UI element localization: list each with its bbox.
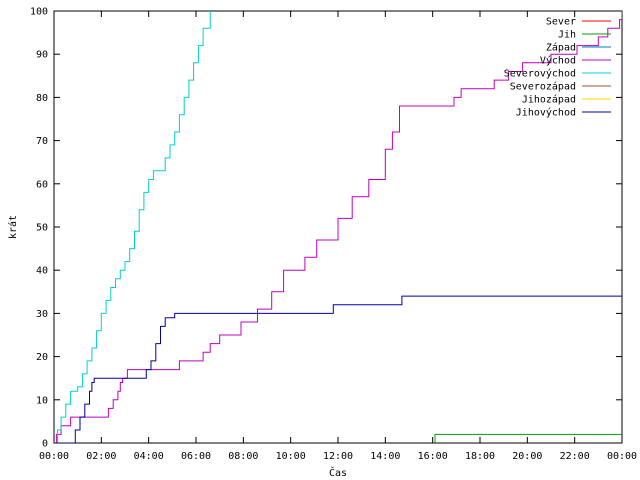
series-lines	[54, 11, 622, 443]
y-tick-label: 50	[36, 223, 48, 234]
x-tick-label: 02:00	[86, 451, 116, 462]
x-tick-label: 12:00	[323, 451, 353, 462]
y-tick-label: 10	[36, 395, 48, 406]
legend-label: Sever	[546, 17, 576, 28]
legend-label: Jihozápad	[522, 94, 576, 106]
y-tick-label: 80	[36, 93, 48, 104]
legend-label: Východ	[540, 55, 576, 67]
y-tick-label: 100	[30, 7, 48, 18]
x-tick-label: 00:00	[39, 451, 69, 462]
legend-label: Jih	[558, 30, 576, 41]
x-tick-label: 00:00	[607, 451, 637, 462]
y-tick-label: 70	[36, 136, 48, 147]
series-line	[54, 295, 622, 443]
y-tick-label: 60	[36, 179, 48, 190]
x-tick-label: 16:00	[418, 451, 448, 462]
y-tick-label: 30	[36, 309, 48, 320]
legend-label: Severovýchod	[504, 68, 576, 80]
legend-label: Západ	[546, 42, 576, 54]
plot-area: 0 10 20 30 40 50 60 70 80 90 100 00:00 02:00 04:00 06…	[30, 7, 637, 463]
y-tick-label: 0	[42, 439, 48, 450]
x-tick-label: 14:00	[370, 451, 400, 462]
legend-label: Jihovýchod	[516, 107, 576, 119]
series-line	[434, 433, 622, 443]
x-tick-label: 08:00	[228, 451, 258, 462]
y-tick-label: 90	[36, 50, 48, 61]
x-tick-label: 20:00	[512, 451, 542, 462]
y-axis: 0 10 20 30 40 50 60 70 80 90 100	[30, 7, 622, 450]
legend-label: Severozápad	[510, 81, 576, 93]
x-tick-label: 10:00	[276, 451, 306, 462]
x-tick-label: 06:00	[181, 451, 211, 462]
x-tick-label: 18:00	[465, 451, 495, 462]
y-tick-label: 20	[36, 352, 48, 363]
y-axis-label: krát	[7, 215, 19, 239]
series-line	[54, 11, 622, 443]
x-axis-label: Čas	[329, 466, 347, 479]
series-line	[54, 11, 211, 443]
y-tick-label: 40	[36, 266, 48, 277]
x-tick-label: 04:00	[134, 451, 164, 462]
x-axis: 00:00 02:00 04:00 06:00 08:00 10:00 12:00 14:00…	[39, 11, 637, 462]
legend: Sever JihZápadVýchodSeverovýchodSeverozáp…	[504, 17, 611, 119]
x-tick-label: 22:00	[560, 451, 590, 462]
